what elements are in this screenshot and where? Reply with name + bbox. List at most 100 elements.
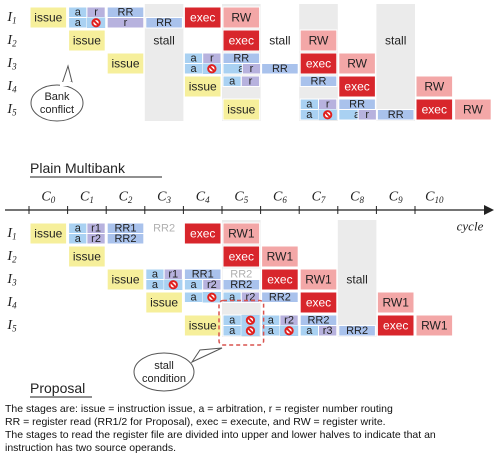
rw-stage-label: RW1 [382, 296, 409, 310]
a-stage-label: a [75, 222, 82, 234]
cycle-label: C7 [312, 190, 326, 206]
exec-stage [299, 291, 338, 314]
r-stage [240, 75, 261, 87]
issue-stage-label: issue [34, 227, 62, 241]
cycle-label: C2 [119, 190, 133, 206]
rr-stage [376, 109, 415, 121]
a-stage-label: a [229, 314, 236, 326]
rr-stage-label: RR [388, 109, 404, 121]
rr-stage [222, 279, 261, 291]
bank-conflict-bubble [30, 84, 84, 122]
a-stage-label: a [354, 109, 361, 121]
caption-line-1: The stages are: issue = instruction issu… [5, 403, 393, 415]
caption-line-2: RR = register read (RR1/2 for Proposal),… [5, 416, 386, 428]
plain-section-title: Plain Multibank [30, 160, 126, 176]
rr-stage [261, 63, 299, 75]
issue-stage-label: issue [111, 273, 139, 287]
r-stage [202, 279, 222, 291]
rr-stage-label: RR2 [114, 233, 136, 245]
rr-ghost-stage [145, 222, 183, 234]
instruction-index: 1 [12, 16, 17, 26]
stall-condition-text-1: stall [154, 360, 174, 372]
exec-stage [261, 268, 299, 291]
issue-stage [222, 98, 261, 121]
rr-stage-label: RR1 [192, 268, 214, 280]
rr-stage-label: RR2 [307, 314, 329, 326]
rr-stage [338, 325, 376, 337]
cycle-index: 1 [89, 195, 94, 205]
instruction-index: 3 [11, 278, 17, 288]
issue-stage [29, 6, 68, 29]
rr-stage-label: RR1 [114, 222, 136, 234]
issue-stage-label: issue [73, 250, 101, 264]
exec-stage-label: exec [422, 103, 447, 117]
plain-shaded-cycle [376, 4, 415, 121]
r-stage-label: r [210, 52, 214, 64]
instruction-label: I3 [6, 56, 17, 72]
r-stage-label: r [94, 6, 98, 18]
instruction-label: I2 [6, 249, 17, 265]
r-stage-label: r3 [323, 325, 333, 337]
proposal-shaded-cycle [337, 220, 377, 337]
exec-stage-label: exec [306, 296, 331, 310]
rw-stage [415, 75, 454, 98]
cycle-label: C4 [196, 190, 210, 206]
issue-stage-label: issue [150, 296, 178, 310]
rr-stage-label: RR [349, 98, 365, 110]
a-stage-label: a [229, 75, 236, 87]
cycle-index: 2 [128, 195, 133, 205]
caption-line-4: instruction has two source operands. [5, 442, 177, 454]
instruction-label: I5 [6, 318, 17, 334]
exec-stage-label: exec [190, 227, 215, 241]
a-stage-label: a [190, 63, 197, 75]
stall-condition-pointer [190, 347, 223, 364]
bank-conflict-pointer [61, 64, 73, 85]
rr-ghost-stage-label: RR2 [153, 222, 175, 234]
cycle-label: C10 [425, 190, 444, 206]
rw-stage [299, 29, 338, 52]
rw-stage-label: RW [347, 57, 367, 71]
instruction-label: I4 [6, 295, 17, 311]
issue-stage-label: issue [34, 11, 62, 25]
issue-stage [106, 52, 145, 75]
instruction-index: 1 [12, 232, 17, 242]
exec-stage [183, 6, 222, 29]
exec-stage [222, 29, 261, 52]
rw-stage [376, 291, 415, 314]
cycle-label: C5 [234, 190, 248, 206]
issue-stage [183, 314, 222, 337]
rr-stage-label: RR2 [269, 291, 291, 303]
exec-stage-label: exec [229, 34, 254, 48]
rr-ghost-stage-label: RR2 [230, 268, 252, 280]
exec-stage-label: exec [344, 80, 369, 94]
r-stage [106, 17, 145, 29]
rr-stage-label: RR2 [230, 279, 252, 291]
exec-stage-label: exec [190, 11, 215, 25]
r-stage-label: r [249, 75, 253, 87]
rw-stage [299, 268, 338, 291]
r-stage-label: r2 [207, 279, 217, 291]
rr-stage [261, 291, 299, 303]
rr-stage-label: RR [311, 75, 327, 87]
r-stage-label: r [124, 17, 128, 29]
r-stage-label: r [326, 98, 330, 110]
issue-stage [145, 291, 183, 314]
stall-label: stall [346, 273, 367, 287]
r-stage [357, 109, 377, 121]
exec-stage [415, 98, 454, 121]
a-stage-label: a [229, 291, 236, 303]
cycle-label: C0 [41, 190, 55, 206]
instruction-label: I2 [6, 33, 17, 49]
cycle-index: 4 [205, 195, 210, 205]
exec-stage [222, 245, 261, 268]
a-stage-label: a [75, 6, 82, 18]
r-stage [318, 325, 338, 337]
instruction-label: I1 [6, 226, 16, 242]
a-stage-label: a [152, 268, 159, 280]
prohibition-slash [247, 316, 254, 324]
issue-stage-label: issue [73, 34, 101, 48]
prohibition-slash [208, 65, 216, 73]
r-stage [240, 291, 261, 303]
r-stage-label: r2 [246, 291, 256, 303]
